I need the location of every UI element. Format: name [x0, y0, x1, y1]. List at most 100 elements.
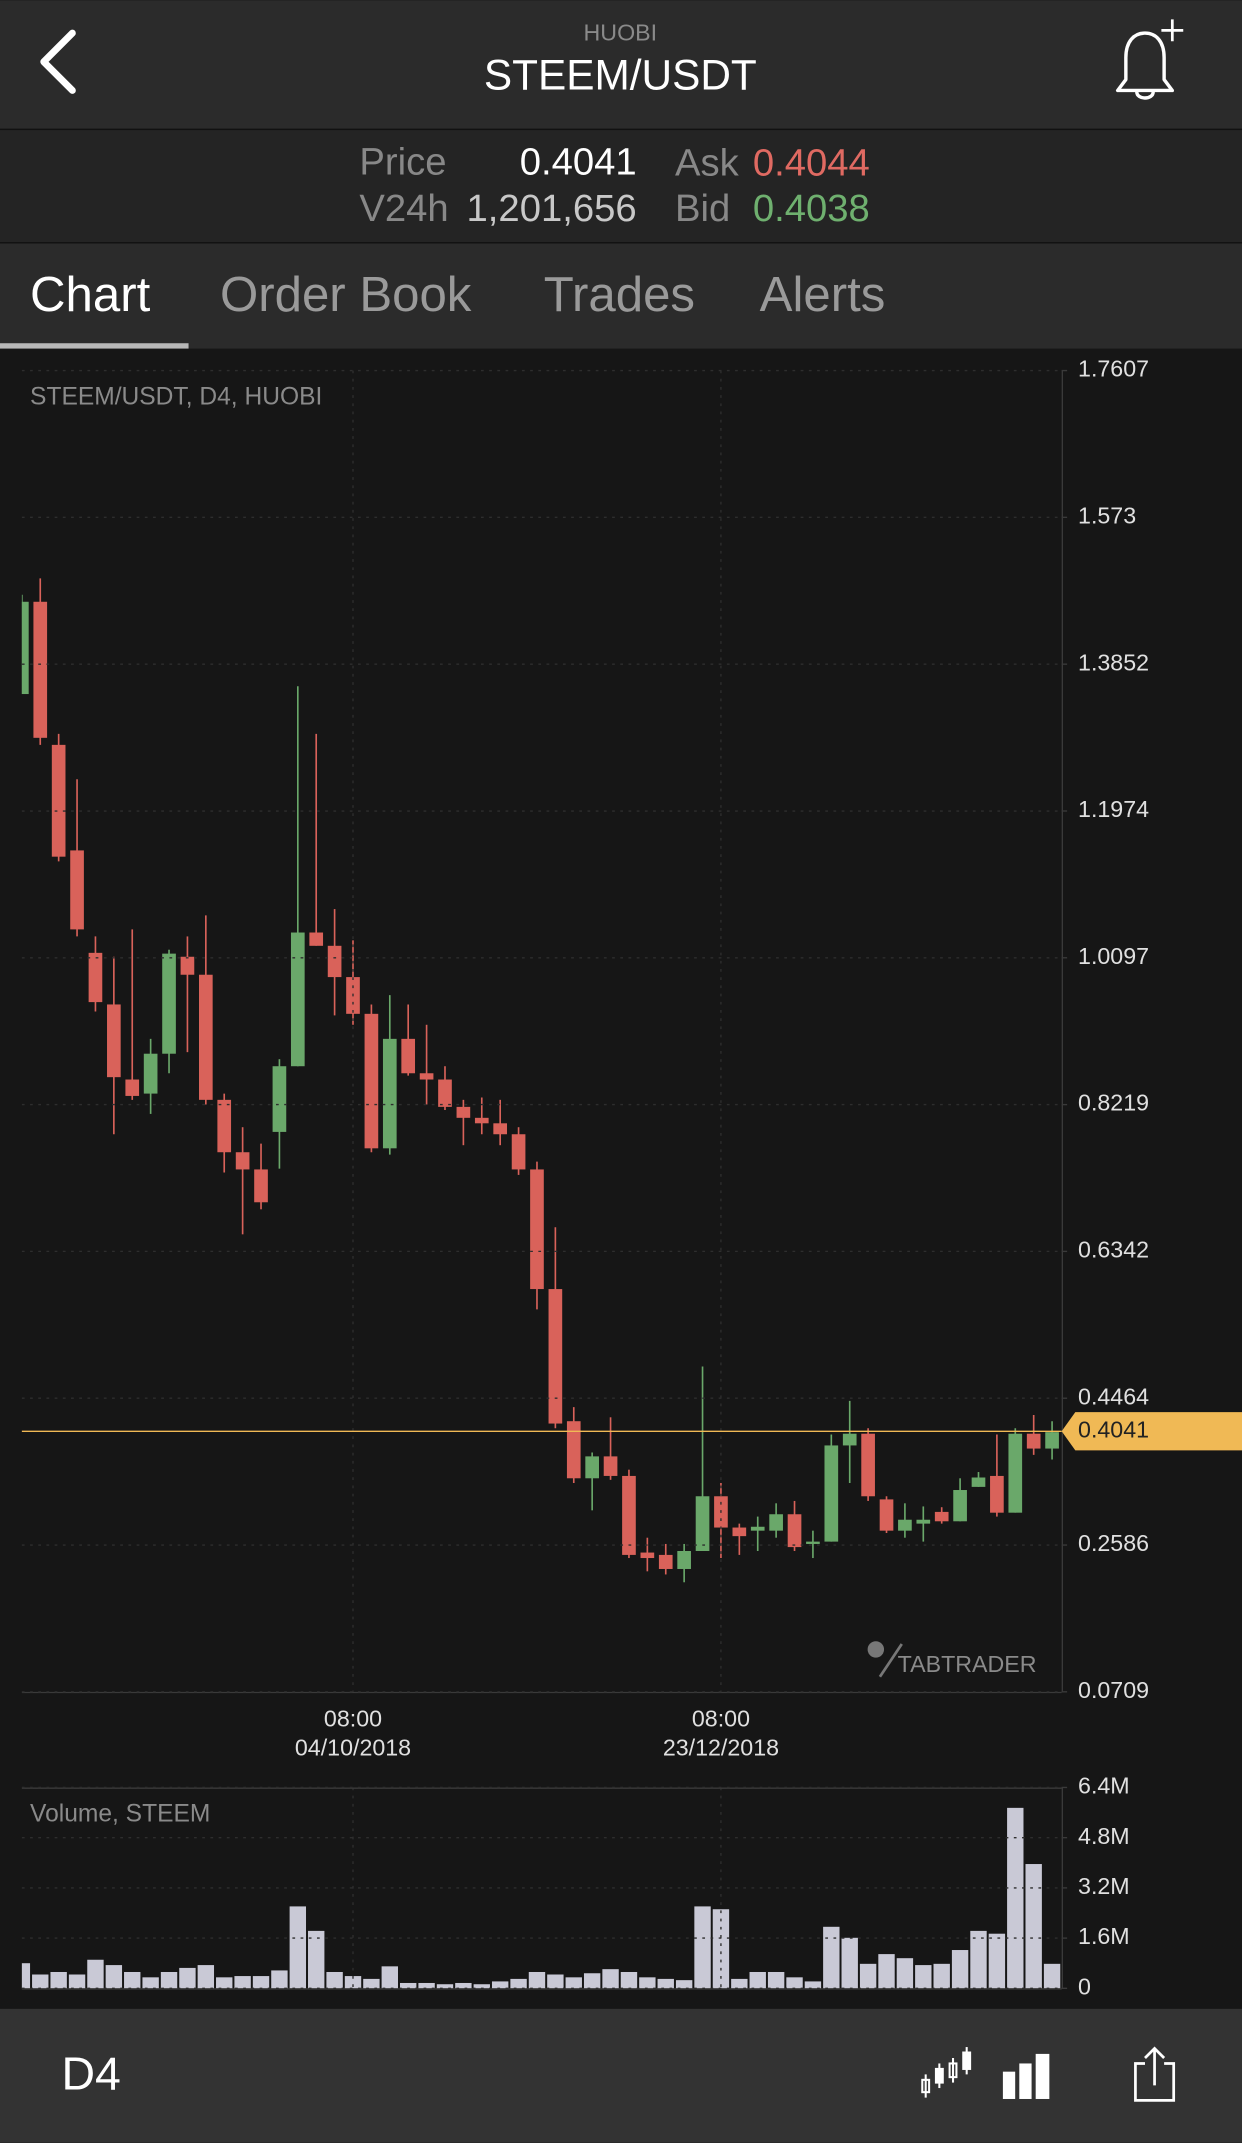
tab[interactable]: Trades [544, 267, 695, 322]
candle-body [622, 1475, 636, 1555]
volume-bar [878, 1954, 895, 1989]
bid-value: 0.4038 [753, 187, 870, 230]
candle-body [842, 1433, 857, 1446]
volume-bar [491, 1981, 509, 1989]
volume-bar [657, 1978, 674, 1989]
y-tick-label: 0.2586 [1078, 1530, 1149, 1556]
y-tick-label: 1.6M [1078, 1923, 1130, 1949]
volume-bar [767, 1971, 785, 1989]
candle-body [934, 1511, 949, 1522]
volume-label: V24h [359, 187, 448, 230]
candle-body [898, 1519, 912, 1531]
watermark: TABTRADER [867, 1641, 1037, 1678]
share-button[interactable] [1134, 2046, 1176, 2102]
candle-body [272, 1066, 287, 1132]
active-tab-indicator [0, 343, 189, 349]
tab-bar [0, 243, 1242, 349]
x-tick-label: 04/10/2018 [295, 1734, 411, 1760]
volume-bar [583, 1973, 601, 1989]
candle-body [419, 1073, 434, 1080]
volume-bar [32, 1974, 49, 1989]
candle-body [640, 1552, 655, 1559]
volume-bar [68, 1974, 86, 1989]
volume-value: 1,201,656 [467, 187, 637, 230]
plot-clip [21, 578, 1061, 1989]
candle-body [566, 1421, 581, 1479]
volume-bar [271, 1970, 288, 1989]
candle-body [732, 1527, 747, 1537]
candle-body [990, 1475, 1004, 1513]
alert-bell[interactable] [1115, 19, 1184, 100]
y-tick-label: 1.3852 [1078, 649, 1149, 675]
candle-body [879, 1499, 894, 1531]
candle-chart-button[interactable] [921, 2047, 972, 2098]
volume-bar [841, 1937, 858, 1989]
volume-bar [1043, 1963, 1061, 1989]
candle-body [548, 1289, 563, 1424]
volume-bar [970, 1930, 987, 1989]
x-tick-label: 08:00 [324, 1706, 382, 1732]
volume-bar [418, 1982, 435, 1989]
tab[interactable]: Order Book [220, 267, 472, 322]
candle-body [88, 952, 103, 1003]
y-tick-label: 0.8219 [1078, 1090, 1149, 1116]
volume-bar [21, 1963, 31, 1989]
y-tick-label: 4.8M [1078, 1823, 1130, 1849]
y-tick-label: 1.1974 [1078, 796, 1149, 822]
volume-bar [142, 1977, 159, 1989]
candle-body [824, 1445, 839, 1542]
tab[interactable]: Chart [30, 267, 151, 322]
candle-body [861, 1433, 875, 1497]
volume-bar [473, 1984, 490, 1989]
candle-body [162, 953, 176, 1054]
volume-bar [694, 1906, 711, 1989]
candle-body [1045, 1432, 1059, 1449]
watermark-text: TABTRADER [898, 1651, 1037, 1677]
candle-body [695, 1496, 710, 1551]
candle-body [677, 1550, 691, 1569]
volume-bar [804, 1981, 822, 1989]
candle-body [327, 945, 342, 978]
x-tick-label: 08:00 [692, 1706, 750, 1732]
candle-body [143, 1053, 158, 1094]
volume-bar [602, 1969, 619, 1989]
volume-bar [786, 1977, 803, 1989]
interval-button[interactable]: D4 [61, 2047, 120, 2099]
volume-bar [749, 1971, 766, 1989]
back-button[interactable] [40, 29, 76, 94]
volume-bar [639, 1977, 656, 1989]
candle-body [530, 1169, 544, 1290]
last-price-tag [1061, 1412, 1242, 1451]
volume-bar [381, 1966, 398, 1989]
exchange-name: HUOBI [584, 20, 658, 46]
tab[interactable]: Alerts [760, 267, 886, 322]
bar-chart-button[interactable] [1002, 2053, 1050, 2099]
pane-title: Volume, STEEM [30, 1800, 210, 1827]
candle-body [364, 1013, 379, 1149]
volume-bar [510, 1978, 527, 1989]
candle-body [1026, 1433, 1041, 1449]
candle-body [1008, 1433, 1023, 1513]
candle-body [585, 1456, 599, 1479]
candle-body [787, 1514, 802, 1548]
ask-label: Ask [675, 142, 740, 185]
candle-body [125, 1079, 140, 1096]
candle-body [254, 1169, 268, 1203]
candle-body [916, 1519, 931, 1524]
footer-bar [0, 2008, 1242, 2143]
volume-bar [252, 1976, 270, 1989]
volume-bar [326, 1971, 343, 1989]
candle-body [180, 956, 195, 975]
volume-bar [896, 1958, 914, 1989]
candle-body [235, 1152, 250, 1170]
volume-bar [124, 1971, 141, 1989]
volume-bar [363, 1978, 380, 1989]
y-tick-label: 0.6342 [1078, 1237, 1149, 1263]
candle-body [511, 1134, 526, 1170]
x-tick-label: 23/12/2018 [663, 1734, 779, 1760]
bid-label: Bid [675, 187, 730, 230]
volume-bar [823, 1926, 840, 1989]
y-tick-label: 1.573 [1078, 502, 1136, 528]
candle-body [290, 932, 305, 1067]
